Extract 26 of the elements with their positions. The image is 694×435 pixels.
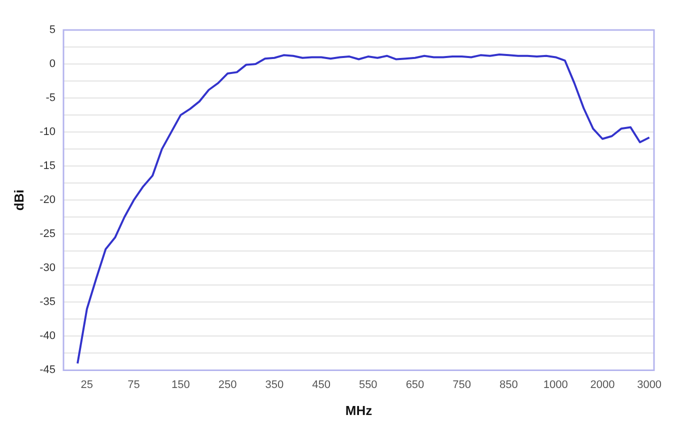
x-tick-label: 1000 bbox=[543, 378, 568, 391]
y-tick-label: -35 bbox=[40, 296, 56, 308]
y-tick-label: -15 bbox=[40, 160, 56, 172]
x-tick-label: 350 bbox=[265, 378, 284, 391]
y-tick-label: -45 bbox=[40, 364, 56, 376]
y-tick-label: 5 bbox=[49, 24, 56, 36]
x-tick-label: 550 bbox=[358, 378, 378, 391]
y-tick-label: -20 bbox=[40, 194, 56, 206]
x-tick-label: 150 bbox=[171, 378, 190, 391]
y-tick-label: -5 bbox=[46, 92, 56, 104]
x-tick-label: 25 bbox=[80, 378, 94, 391]
y-tick-label: -10 bbox=[40, 126, 56, 138]
y-axis-title: dBi bbox=[11, 190, 26, 211]
y-tick-label: -30 bbox=[40, 262, 56, 274]
x-tick-label: 250 bbox=[218, 378, 237, 391]
x-tick-label: 2000 bbox=[590, 378, 615, 391]
x-tick-label: 450 bbox=[312, 378, 330, 391]
x-tick-label: 750 bbox=[452, 378, 472, 391]
x-tick-label: 75 bbox=[128, 378, 140, 391]
x-tick-label: 3000 bbox=[637, 378, 662, 391]
y-tick-label: 0 bbox=[49, 58, 56, 70]
y-tick-label: -25 bbox=[40, 228, 56, 240]
x-axis-title: MHz bbox=[345, 402, 373, 418]
x-tick-label: 850 bbox=[500, 378, 518, 391]
y-tick-label: -40 bbox=[40, 330, 56, 342]
x-tick-label: 650 bbox=[406, 378, 424, 391]
